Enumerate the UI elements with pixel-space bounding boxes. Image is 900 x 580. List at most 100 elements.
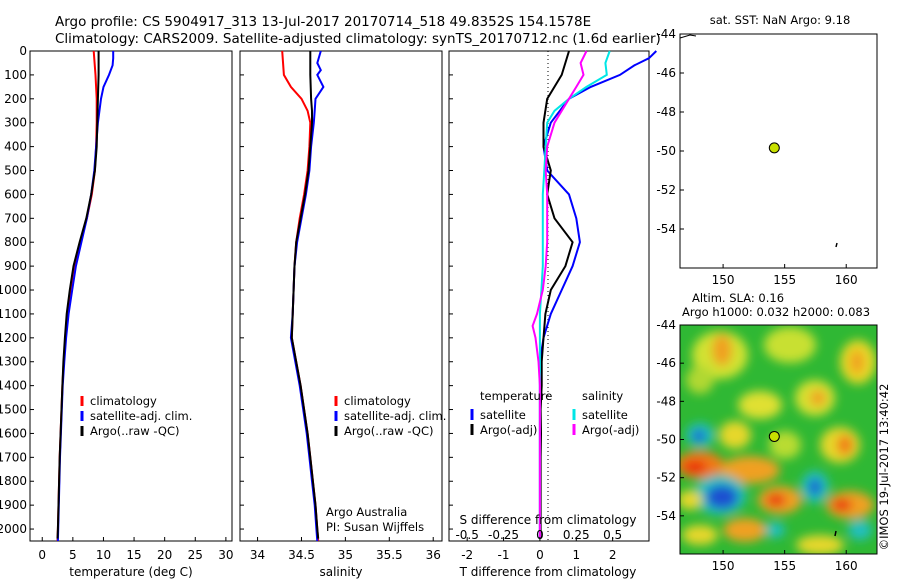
difference-plot-frame — [448, 50, 650, 542]
depth-tick-label: 500 — [4, 164, 27, 178]
sla_map-xtick-label: 155 — [773, 559, 796, 573]
differences-xtick-label: 1 — [572, 548, 580, 562]
sla_map-ytick-label: -54 — [656, 509, 676, 523]
depth-tick-label: 300 — [4, 116, 27, 130]
sst_map-float-position-marker — [768, 142, 780, 154]
differences-xtick-label: -2 — [461, 548, 473, 562]
differences-legend-item: Argo(-adj) — [582, 423, 639, 437]
sst_map-ytick-label: -48 — [656, 105, 676, 119]
temperature-series-2 — [56, 51, 100, 539]
sst_map-xtick-label: 160 — [835, 273, 858, 287]
sla_map-ytick-label: -52 — [656, 471, 676, 485]
salinity-series-2 — [290, 51, 320, 539]
sla_map-xtick-label: 150 — [712, 559, 735, 573]
depth-tick-label: 1800 — [0, 474, 27, 488]
sst_map-ytick-label: -54 — [656, 222, 676, 236]
depth-tick-label: 1000 — [0, 283, 27, 297]
differences-stick-label: -0.25 — [488, 528, 519, 542]
sst_map-ytick-label: -50 — [656, 144, 676, 158]
salinity-xtick-label: 36 — [426, 548, 441, 562]
sla_map-xtick-label: 160 — [835, 559, 858, 573]
sla-map-title: Altim. SLA: 0.16 — [692, 291, 784, 305]
coastline-sst-map — [679, 34, 697, 39]
sst_map-xtick-label: 150 — [712, 273, 735, 287]
differences-xtick-label: 0 — [536, 548, 544, 562]
temperature-xtick-label: 5 — [69, 548, 77, 562]
differences-stick-label: 0.5 — [603, 528, 622, 542]
differences-series-3 — [531, 50, 588, 539]
temperature-plot-frame — [29, 50, 233, 542]
differences-legend-title: temperature — [480, 389, 552, 403]
sla_map-ytick-label: -44 — [656, 318, 676, 332]
sst_map-ytick-label: -52 — [656, 183, 676, 197]
temperature-axis-label: temperature (deg C) — [69, 565, 192, 579]
principal-investigator-label: PI: Susan Wijffels — [326, 520, 424, 534]
depth-tick-label: 800 — [4, 235, 27, 249]
depth-tick-label: 200 — [4, 92, 27, 106]
t-difference-axis-label: T difference from climatology — [459, 565, 637, 579]
depth-tick-label: 1100 — [0, 307, 27, 321]
temperature-legend-item: satellite-adj. clim. — [90, 409, 192, 423]
sst_map-xtick-label: 155 — [773, 273, 796, 287]
salinity-xtick-label: 35.5 — [376, 548, 403, 562]
depth-tick-label: 1300 — [0, 355, 27, 369]
imos-credit: ©IMOS 19-Jul-2017 13:40:42 — [877, 384, 891, 551]
depth-tick-label: 1200 — [0, 331, 27, 345]
differences-legend-item: Argo(-adj) — [480, 423, 537, 437]
depth-tick-label: 1500 — [0, 403, 27, 417]
sst_map-ytick-label: -44 — [656, 27, 676, 41]
salinity-plot-frame — [239, 50, 443, 542]
differences-stick-label: 0.25 — [563, 528, 590, 542]
salinity-legend-item: climatology — [344, 394, 411, 408]
sla_map-ytick-label: -48 — [656, 394, 676, 408]
sst_map-ytick-label: -46 — [656, 66, 676, 80]
depth-tick-label: 1700 — [0, 450, 27, 464]
depth-tick-label: 900 — [4, 259, 27, 273]
depth-tick-label: 1900 — [0, 498, 27, 512]
temperature-series-1 — [56, 51, 115, 542]
figure-title-line1: Argo profile: CS 5904917_313 13-Jul-2017… — [55, 14, 591, 30]
figure-title-line2: Climatology: CARS2009. Satellite-adjuste… — [55, 31, 661, 47]
depth-tick-label: 100 — [4, 68, 27, 82]
depth-tick-label: 400 — [4, 140, 27, 154]
depth-tick-label: 1400 — [0, 379, 27, 393]
temperature-legend-item: climatology — [90, 394, 157, 408]
island-sst-map — [835, 242, 838, 248]
temperature-legend-item: Argo(..raw -QC) — [90, 424, 180, 438]
temperature-xtick-label: 0 — [38, 548, 46, 562]
sla_map-ytick-label: -46 — [656, 356, 676, 370]
sst-map-title: sat. SST: NaN Argo: 9.18 — [710, 13, 851, 27]
temperature-xtick-label: 25 — [188, 548, 203, 562]
sla_map-ytick-label: -50 — [656, 433, 676, 447]
differences-legend-item: satellite — [582, 408, 628, 422]
temperature-xtick-label: 30 — [218, 548, 233, 562]
depth-tick-label: 600 — [4, 187, 27, 201]
differences-stick-label: 0 — [536, 528, 544, 542]
salinity-legend-item: satellite-adj. clim. — [344, 409, 446, 423]
temperature-xtick-label: 20 — [157, 548, 172, 562]
depth-tick-label: 2000 — [0, 522, 27, 536]
salinity-xtick-label: 35 — [338, 548, 353, 562]
sla_map-float-position-marker — [768, 430, 780, 442]
differences-series-0 — [538, 50, 658, 539]
depth-tick-label: 0 — [19, 44, 27, 58]
salinity-xtick-label: 34 — [250, 548, 265, 562]
temperature-xtick-label: 10 — [96, 548, 111, 562]
temperature-xtick-label: 15 — [126, 548, 141, 562]
s-difference-axis-label: S difference from climatology — [460, 513, 637, 527]
depth-tick-label: 1600 — [0, 426, 27, 440]
differences-legend-title: salinity — [582, 389, 623, 403]
differences-xtick-label: -1 — [498, 548, 510, 562]
temperature-series-0 — [56, 50, 98, 542]
differences-xtick-label: 2 — [609, 548, 617, 562]
salinity-legend-item: Argo(..raw -QC) — [344, 424, 434, 438]
sla-map-subtitle: Argo h1000: 0.032 h2000: 0.083 — [682, 305, 870, 319]
island-sla-map — [834, 530, 837, 537]
argo-australia-label: Argo Australia — [326, 505, 407, 519]
differences-stick-label: -0.5 — [455, 528, 478, 542]
differences-series-1 — [539, 50, 574, 539]
salinity-xtick-label: 34.5 — [288, 548, 315, 562]
differences-legend-item: satellite — [480, 408, 526, 422]
salinity-series-1 — [289, 50, 325, 542]
